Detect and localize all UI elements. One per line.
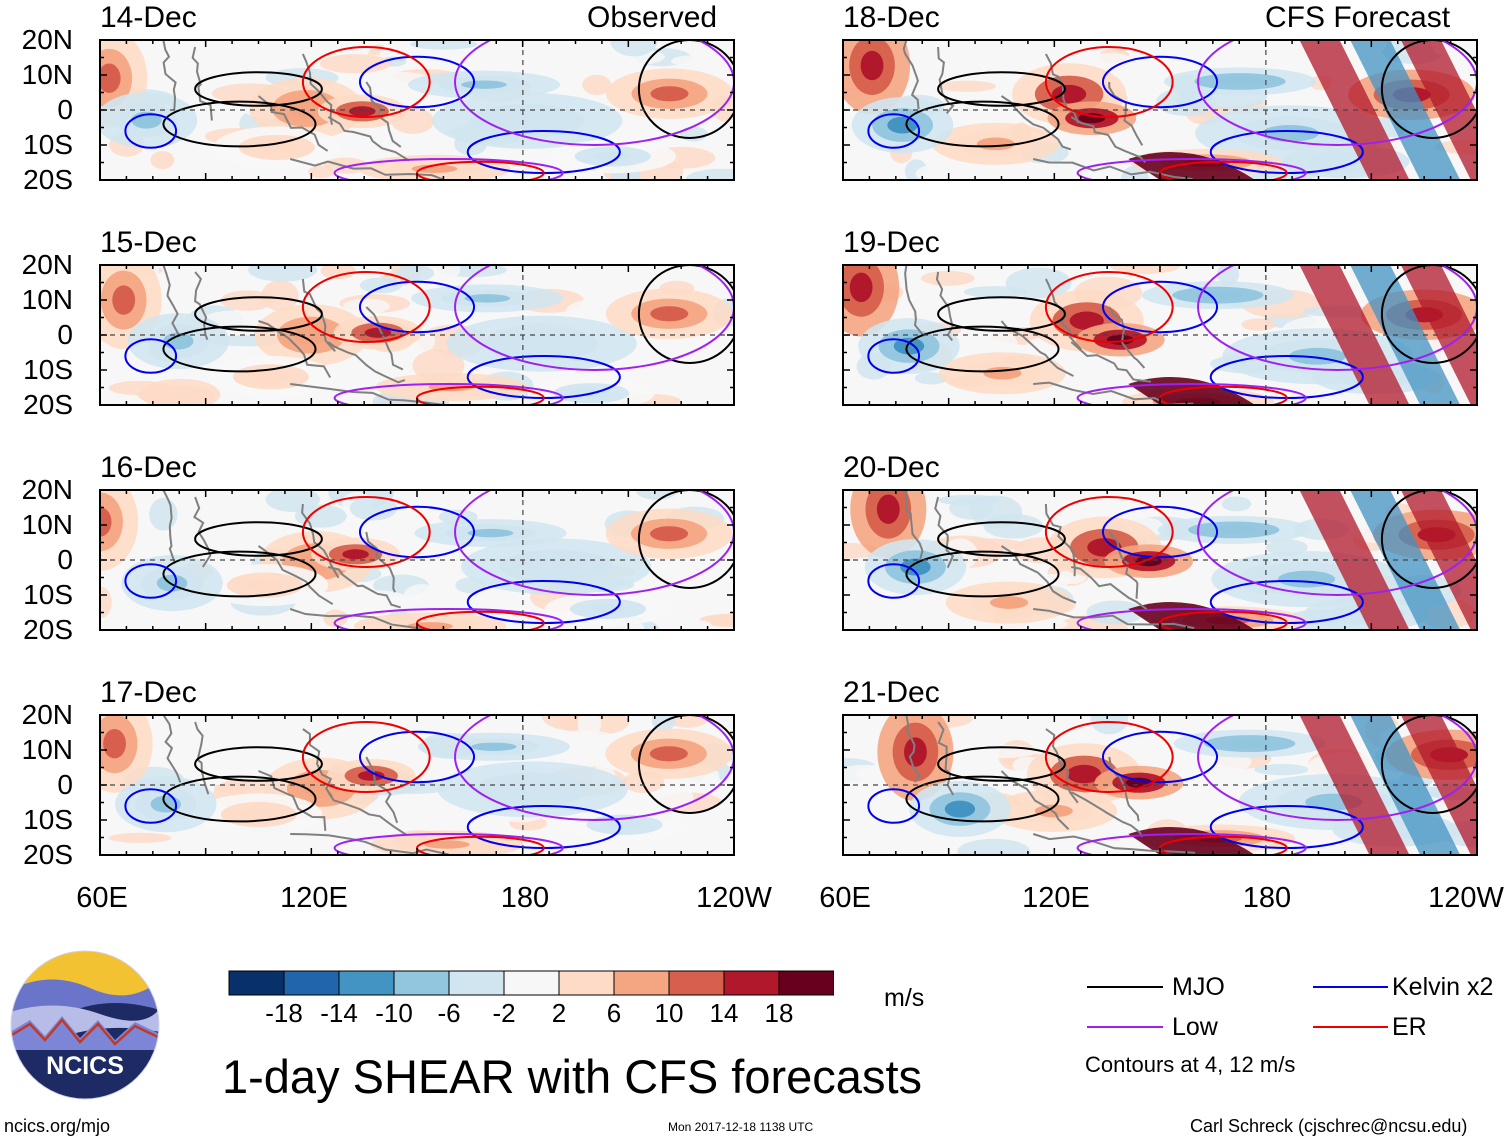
lon-label: 120E bbox=[280, 882, 348, 914]
colorbar-swatch bbox=[283, 970, 340, 996]
colorbar-tick: 14 bbox=[709, 998, 739, 1028]
map-panel bbox=[842, 264, 1478, 406]
colorbar-swatch bbox=[228, 970, 285, 996]
forecast-tag: CFS Forecast bbox=[1265, 1, 1451, 34]
legend-note: Contours at 4, 12 m/s bbox=[1085, 1052, 1296, 1077]
lat-label: 20S bbox=[23, 839, 73, 870]
colorbar-swatch bbox=[393, 970, 450, 996]
lon-label: 120E bbox=[1022, 882, 1090, 914]
lat-label: 20N bbox=[21, 699, 73, 730]
colorbar-tick: 10 bbox=[654, 998, 684, 1028]
legend-label-mjo: MJO bbox=[1172, 973, 1225, 1001]
legend-label-kelvin: Kelvin x2 bbox=[1392, 973, 1494, 1001]
colorbar-swatch bbox=[778, 970, 834, 996]
observed-tag: Observed bbox=[587, 1, 718, 34]
panel-date-19dec: 19-Dec bbox=[843, 226, 940, 259]
colorbar-units: m/s bbox=[884, 984, 925, 1012]
lat-label: 20S bbox=[23, 164, 73, 195]
colorbar-swatch bbox=[723, 970, 780, 996]
lon-label: 120W bbox=[1428, 882, 1504, 914]
map-panel bbox=[99, 264, 735, 406]
colorbar-tick: -6 bbox=[437, 998, 461, 1028]
legend-label-low: Low bbox=[1172, 1013, 1218, 1041]
map-panels bbox=[99, 39, 1478, 856]
map-panel bbox=[842, 714, 1478, 856]
lon-label: 60E bbox=[819, 882, 871, 914]
colorbar-tick: -10 bbox=[375, 998, 413, 1028]
main-title: 1-day SHEAR with CFS forecasts bbox=[222, 1050, 922, 1103]
panel-date-21dec: 21-Dec bbox=[843, 676, 940, 709]
lon-label: 120W bbox=[696, 882, 772, 914]
lat-label: 0 bbox=[57, 94, 73, 125]
colorbar bbox=[228, 970, 834, 996]
footer-timestamp: Mon 2017-12-18 1138 UTC bbox=[668, 1120, 814, 1134]
lat-label: 0 bbox=[57, 544, 73, 575]
legend-lines bbox=[1087, 986, 1388, 1028]
colorbar-swatch bbox=[448, 970, 505, 996]
lat-label: 10S bbox=[23, 579, 73, 610]
lat-label: 0 bbox=[57, 319, 73, 350]
lon-label: 180 bbox=[1242, 882, 1292, 914]
map-panel bbox=[99, 39, 735, 181]
colorbar-swatch bbox=[613, 970, 670, 996]
lat-label: 20S bbox=[23, 614, 73, 645]
lon-label: 60E bbox=[76, 882, 128, 914]
lat-label: 20N bbox=[21, 474, 73, 505]
ncics-logo-text: NCICS bbox=[46, 1052, 124, 1080]
footer-author: Carl Schreck (cjschrec@ncsu.edu) bbox=[1190, 1116, 1468, 1136]
panel-date-17dec: 17-Dec bbox=[100, 676, 197, 709]
colorbar-tick: 6 bbox=[606, 998, 622, 1028]
map-panel bbox=[99, 489, 735, 631]
lat-label: 10S bbox=[23, 804, 73, 835]
lat-label: 20S bbox=[23, 389, 73, 420]
panel-date-15dec: 15-Dec bbox=[100, 226, 197, 259]
colorbar-swatch bbox=[503, 970, 560, 996]
lat-label: 10N bbox=[21, 284, 73, 315]
panel-date-14dec: 14-Dec bbox=[100, 1, 197, 34]
lat-label: 10N bbox=[21, 734, 73, 765]
map-panel bbox=[99, 714, 735, 856]
map-panel bbox=[842, 39, 1478, 181]
lat-label: 10S bbox=[23, 354, 73, 385]
panel-date-16dec: 16-Dec bbox=[100, 451, 197, 484]
lat-label: 10N bbox=[21, 59, 73, 90]
colorbar-tick: -2 bbox=[492, 998, 516, 1028]
legend-label-er: ER bbox=[1392, 1013, 1427, 1041]
colorbar-swatch bbox=[668, 970, 725, 996]
colorbar-swatch bbox=[338, 970, 395, 996]
lat-label: 20N bbox=[21, 249, 73, 280]
lat-label: 0 bbox=[57, 769, 73, 800]
panel-date-20dec: 20-Dec bbox=[843, 451, 940, 484]
map-panel bbox=[842, 489, 1478, 631]
ncics-logo: NCICS bbox=[10, 950, 160, 1100]
lat-label: 10S bbox=[23, 129, 73, 160]
panel-date-18dec: 18-Dec bbox=[843, 1, 940, 34]
colorbar-tick: 2 bbox=[551, 998, 567, 1028]
colorbar-tick: 18 bbox=[764, 998, 794, 1028]
colorbar-swatch bbox=[558, 970, 615, 996]
lon-label: 180 bbox=[500, 882, 550, 914]
lat-label: 20N bbox=[21, 24, 73, 55]
colorbar-tick: -14 bbox=[320, 998, 358, 1028]
colorbar-tick: -18 bbox=[265, 998, 303, 1028]
lat-label: 10N bbox=[21, 509, 73, 540]
footer-website: ncics.org/mjo bbox=[4, 1116, 111, 1136]
